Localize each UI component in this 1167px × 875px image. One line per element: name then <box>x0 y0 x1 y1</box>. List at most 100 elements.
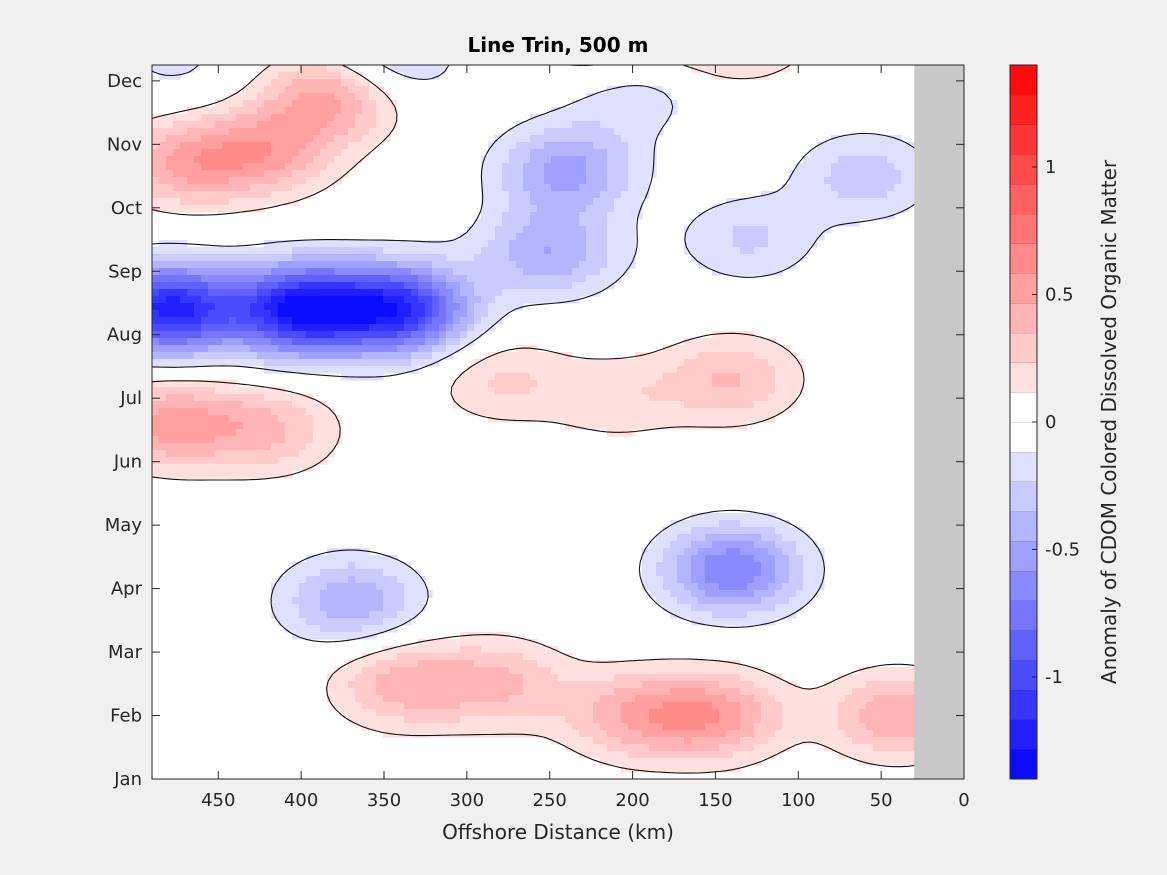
contour-cell <box>292 562 300 570</box>
contour-cell <box>705 219 713 227</box>
contour-cell <box>754 604 762 612</box>
contour-cell <box>761 695 769 703</box>
contour-cell <box>782 401 790 409</box>
contour-cell <box>201 352 209 360</box>
contour-cell <box>537 415 545 423</box>
contour-cell <box>600 121 608 129</box>
contour-cell <box>782 576 790 584</box>
contour-cell <box>222 114 230 122</box>
contour-cell <box>621 359 629 367</box>
contour-cell <box>817 149 825 157</box>
contour-cell <box>551 387 559 395</box>
contour-cell <box>362 135 370 143</box>
contour-cell <box>243 408 251 416</box>
contour-cell <box>292 282 300 290</box>
contour-cell <box>803 702 811 710</box>
contour-cell <box>607 723 615 731</box>
contour-cell <box>859 205 867 213</box>
contour-cell <box>264 471 272 479</box>
contour-cell <box>684 380 692 388</box>
contour-cell <box>579 674 587 682</box>
contour-cell <box>726 660 734 668</box>
contour-cell <box>383 555 391 563</box>
contour-cell <box>565 674 573 682</box>
contour-cell <box>635 142 643 150</box>
contour-cell <box>502 177 510 185</box>
contour-cell <box>565 149 573 157</box>
contour-cell <box>649 408 657 416</box>
contour-cell <box>565 702 573 710</box>
contour-cell <box>768 359 776 367</box>
contour-cell <box>810 695 818 703</box>
contour-cell <box>621 667 629 675</box>
contour-cell <box>621 429 629 437</box>
contour-cell <box>859 142 867 150</box>
contour-cell <box>152 345 160 353</box>
contour-cell <box>586 268 594 276</box>
contour-cell <box>551 296 559 304</box>
contour-cell <box>789 205 797 213</box>
contour-cell <box>775 65 783 73</box>
contour-cell <box>810 170 818 178</box>
contour-cell <box>488 296 496 304</box>
contour-cell <box>663 688 671 696</box>
contour-cell <box>271 345 279 353</box>
contour-cell <box>607 100 615 108</box>
contour-cell <box>516 142 524 150</box>
contour-cell <box>572 254 580 262</box>
contour-cell <box>327 345 335 353</box>
contour-cell <box>887 709 895 717</box>
contour-cell <box>453 667 461 675</box>
contour-cell <box>369 618 377 626</box>
contour-cell <box>495 310 503 318</box>
contour-cell <box>509 289 517 297</box>
contour-cell <box>593 163 601 171</box>
contour-cell <box>369 338 377 346</box>
contour-cell <box>747 583 755 591</box>
contour-cell <box>201 289 209 297</box>
contour-cell <box>236 464 244 472</box>
contour-cell <box>586 212 594 220</box>
contour-cell <box>376 653 384 661</box>
contour-cell <box>355 331 363 339</box>
contour-cell <box>292 429 300 437</box>
contour-cell <box>334 604 342 612</box>
contour-cell <box>649 366 657 374</box>
contour-cell <box>362 289 370 297</box>
contour-cell <box>747 352 755 360</box>
contour-cell <box>705 597 713 605</box>
contour-cell <box>306 310 314 318</box>
contour-cell <box>726 716 734 724</box>
contour-cell <box>369 562 377 570</box>
contour-cell <box>481 296 489 304</box>
contour-cell <box>187 177 195 185</box>
contour-cell <box>166 163 174 171</box>
contour-cell <box>306 590 314 598</box>
contour-cell <box>866 205 874 213</box>
contour-cell <box>166 331 174 339</box>
contour-cell <box>551 695 559 703</box>
contour-cell <box>509 240 517 248</box>
contour-cell <box>166 65 174 73</box>
contour-cell <box>411 289 419 297</box>
contour-cell <box>292 114 300 122</box>
contour-cell <box>509 247 517 255</box>
contour-cell <box>824 737 832 745</box>
contour-cell <box>446 303 454 311</box>
contour-cell <box>376 282 384 290</box>
contour-cell <box>530 695 538 703</box>
contour-cell <box>565 730 573 738</box>
contour-cell <box>271 184 279 192</box>
contour-cell <box>341 149 349 157</box>
contour-cell <box>495 170 503 178</box>
contour-cell <box>775 198 783 206</box>
contour-cell <box>495 401 503 409</box>
contour-cell <box>222 317 230 325</box>
contour-cell <box>285 142 293 150</box>
contour-cell <box>390 569 398 577</box>
contour-cell <box>467 632 475 640</box>
contour-cell <box>838 149 846 157</box>
contour-cell <box>180 289 188 297</box>
contour-cell <box>243 86 251 94</box>
contour-cell <box>740 548 748 556</box>
